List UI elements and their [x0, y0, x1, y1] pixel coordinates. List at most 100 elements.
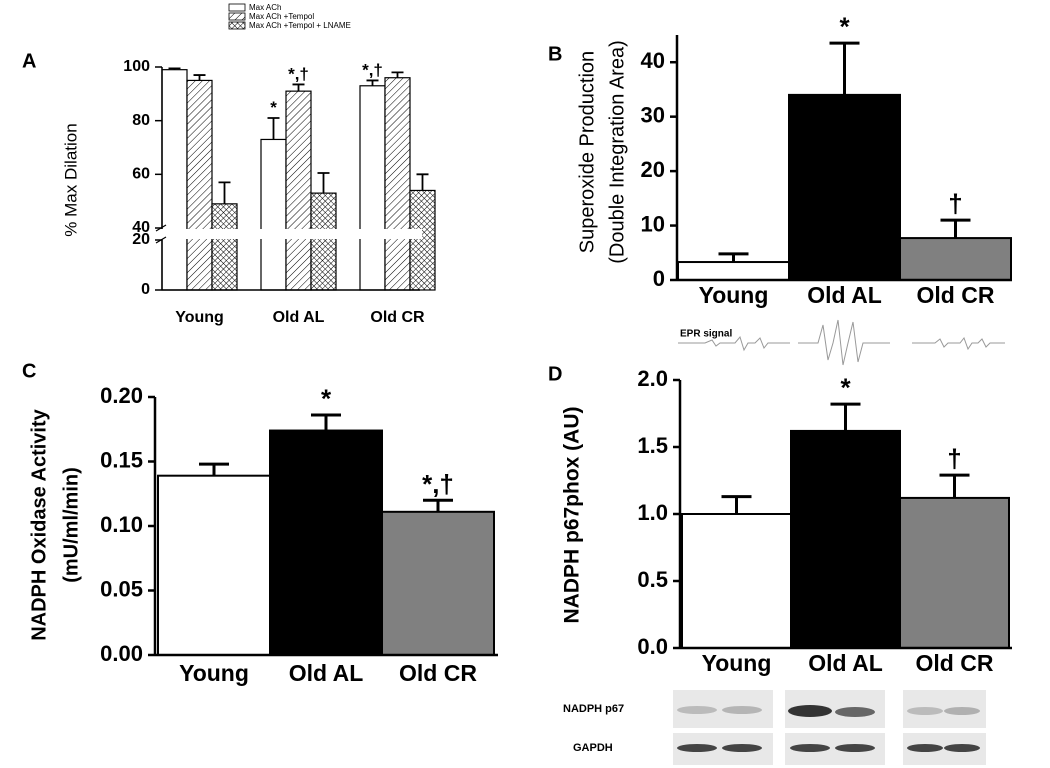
annotation: *,† [422, 469, 454, 499]
error-bar [939, 473, 970, 498]
legend-label: Max ACh +Tempol [249, 12, 314, 21]
x-tick-label: Old CR [917, 282, 995, 308]
axis-break [150, 229, 422, 239]
annotation: † [947, 444, 961, 474]
bar [409, 189, 436, 291]
annotation: * [840, 373, 851, 403]
bar [899, 496, 1010, 650]
error-bar [168, 67, 181, 70]
bar [681, 513, 792, 649]
x-tick-label: Old CR [916, 650, 994, 676]
epr-traces [678, 319, 1005, 366]
x-tick-label: Young [175, 309, 224, 326]
x-tick-label: Old AL [807, 282, 882, 308]
axis-break-mark [155, 224, 167, 232]
annotation: * [839, 12, 850, 42]
y-tick-label: 1.5 [637, 433, 668, 458]
y-tick-label: 40 [132, 219, 150, 236]
bar [381, 510, 495, 656]
bar [285, 90, 312, 291]
annotation: * [321, 384, 332, 414]
blot-label: GAPDH [573, 742, 613, 754]
bar [186, 79, 213, 291]
y-tick-label: 80 [132, 112, 150, 129]
y-tick-label: 30 [641, 102, 665, 127]
legend-swatch [228, 21, 246, 30]
y-axis-label: (Double Integration Area) [606, 40, 628, 263]
y-tick-label: 2.0 [637, 366, 668, 391]
error-bar [317, 172, 330, 194]
y-axis-label: Superoxide Production [576, 51, 598, 253]
y-axis-label: % Max Dilation [61, 123, 80, 236]
x-tick-label: Old CR [399, 660, 477, 686]
legend-label: Max ACh [249, 3, 281, 12]
x-tick-label: Old AL [273, 309, 325, 326]
bar [384, 77, 411, 291]
bar [161, 69, 188, 291]
panel-letter: B [548, 43, 562, 65]
error-bar [391, 71, 404, 78]
y-tick-label: 40 [641, 48, 665, 73]
annotation: *,† [362, 61, 383, 80]
bar [260, 138, 287, 291]
axis-break-mark [155, 236, 167, 244]
y-axis-label: NADPH Oxidase Activity [28, 408, 50, 640]
bar [788, 93, 901, 281]
bar [211, 203, 238, 291]
error-bar [311, 413, 341, 431]
legend-label: Max ACh +Tempol + LNAME [249, 21, 351, 30]
y-tick-label: 0 [141, 281, 150, 298]
error-bar [423, 498, 453, 512]
y-tick-label: 0.0 [637, 634, 668, 659]
x-tick-label: Young [179, 660, 249, 686]
bar [157, 474, 271, 656]
error-bar [830, 402, 861, 431]
bar [899, 237, 1012, 281]
y-tick-label: 0.5 [637, 567, 668, 592]
signal-label: EPR signal [680, 329, 732, 340]
y-tick-label: 20 [641, 157, 665, 182]
error-bar [829, 41, 860, 95]
y-tick-label: 0.05 [100, 576, 143, 601]
x-tick-label: Old CR [370, 309, 425, 326]
error-bar [199, 462, 229, 476]
y-tick-label: 20 [132, 231, 150, 248]
legend-swatch [228, 12, 246, 21]
legend-swatch [228, 3, 246, 12]
panel-letter: A [22, 50, 36, 72]
panel-letter: D [548, 363, 562, 385]
error-bar [416, 173, 429, 191]
error-bar [292, 83, 305, 92]
y-tick-label: 0.10 [100, 512, 143, 537]
x-tick-label: Old AL [808, 650, 883, 676]
y-tick-label: 0.00 [100, 641, 143, 666]
panel-letter: C [22, 360, 36, 382]
x-tick-label: Young [699, 282, 769, 308]
y-tick-label: 100 [123, 58, 150, 75]
error-bar [721, 495, 752, 514]
bar [269, 429, 383, 657]
y-tick-label: 0 [653, 266, 665, 291]
x-tick-label: Young [702, 650, 772, 676]
y-tick-label: 10 [641, 211, 665, 236]
error-bar [193, 74, 206, 81]
error-bar [366, 79, 379, 86]
bar [310, 192, 337, 291]
error-bar [218, 181, 231, 204]
error-bar [940, 218, 971, 239]
bar [677, 261, 790, 281]
x-tick-label: Old AL [289, 660, 364, 686]
blot-label: NADPH p67 [563, 703, 624, 715]
blots [673, 690, 986, 765]
y-tick-label: 60 [132, 166, 150, 183]
annotation: * [270, 98, 277, 117]
annotation: † [948, 189, 962, 219]
error-bar [718, 252, 749, 263]
y-axis-label: NADPH p67phox (AU) [561, 406, 584, 623]
error-bar [267, 117, 280, 140]
bar [790, 429, 901, 650]
bar [359, 85, 386, 291]
y-tick-label: 0.15 [100, 447, 143, 472]
